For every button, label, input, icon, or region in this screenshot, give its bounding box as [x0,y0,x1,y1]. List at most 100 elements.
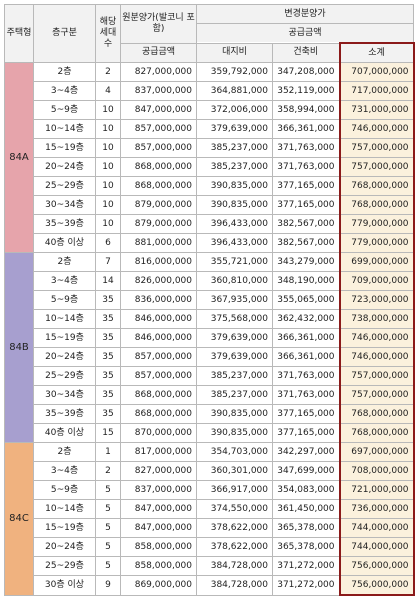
subtotal-cell: 779,000,000 [338,214,415,234]
land-price-cell: 390,835,000 [196,423,273,443]
building-price-cell: 382,567,000 [272,233,340,253]
subtotal-cell: 756,000,000 [338,556,415,576]
units-cell: 35 [95,328,121,348]
land-price-cell: 359,792,000 [196,62,273,82]
floor-cell: 20~24층 [33,157,96,177]
table-row: 10~14층 10 857,000,000 379,639,000 366,361,00… [5,119,415,139]
table-row: 25~29층 5 858,000,000 384,728,000 371,272,000… [5,556,415,576]
original-price-cell: 847,000,000 [120,518,197,538]
land-price-cell: 385,237,000 [196,138,273,158]
original-price-cell: 846,000,000 [120,328,197,348]
original-price-cell: 857,000,000 [120,366,197,386]
units-cell: 10 [95,176,121,196]
table-row: 15~19층 10 857,000,000 385,237,000 371,763,00… [5,138,415,158]
table-row: 3~4층 2 827,000,000 360,301,000 347,699,000 70… [5,461,415,481]
units-cell: 7 [95,252,121,272]
building-price-cell: 366,361,000 [272,328,340,348]
building-price-cell: 366,361,000 [272,119,340,139]
subtotal-cell: 757,000,000 [338,157,415,177]
original-price-cell: 837,000,000 [120,81,197,101]
building-price-cell: 347,208,000 [272,62,340,82]
header-subtotal: 소계 [338,42,415,63]
floor-cell: 2층 [33,442,96,462]
original-price-cell: 836,000,000 [120,290,197,310]
floor-cell: 2층 [33,62,96,82]
floor-cell: 40층 이상 [33,423,96,443]
units-cell: 2 [95,461,121,481]
original-price-cell: 817,000,000 [120,442,197,462]
units-cell: 6 [95,233,121,253]
floor-cell: 5~9층 [33,290,96,310]
table-row: 20~24층 35 857,000,000 379,639,000 366,361,00… [5,347,415,367]
floor-cell: 25~29층 [33,556,96,576]
subtotal-cell: 757,000,000 [338,138,415,158]
floor-cell: 35~39층 [33,404,96,424]
building-price-cell: 343,279,000 [272,252,340,272]
floor-cell: 15~19층 [33,138,96,158]
land-price-cell: 378,622,000 [196,537,273,557]
land-price-cell: 367,935,000 [196,290,273,310]
units-cell: 35 [95,385,121,405]
floor-cell: 10~14층 [33,499,96,519]
subtotal-cell: 746,000,000 [338,347,415,367]
land-price-cell: 379,639,000 [196,119,273,139]
land-price-cell: 354,703,000 [196,442,273,462]
subtotal-cell: 768,000,000 [338,176,415,196]
floor-cell: 3~4층 [33,271,96,291]
floor-cell: 30층 이상 [33,575,96,596]
table-row: 20~24층 5 858,000,000 378,622,000 365,378,000… [5,537,415,557]
original-price-cell: 826,000,000 [120,271,197,291]
subtotal-cell: 757,000,000 [338,366,415,386]
land-price-cell: 360,301,000 [196,461,273,481]
table-row: 35~39층 10 879,000,000 396,433,000 382,567,00… [5,214,415,234]
unit-type-cell: 84B [4,252,34,443]
building-price-cell: 377,165,000 [272,176,340,196]
header-floor: 층구분 [33,4,96,63]
subtotal-cell: 736,000,000 [338,499,415,519]
table-row: 40층 이상 6 881,000,000 396,433,000 382,567,000… [5,233,415,253]
units-cell: 10 [95,138,121,158]
subtotal-cell: 708,000,000 [338,461,415,481]
units-cell: 5 [95,480,121,500]
subtotal-cell: 709,000,000 [338,271,415,291]
original-price-cell: 881,000,000 [120,233,197,253]
table-row: 10~14층 35 846,000,000 375,568,000 362,432,00… [5,309,415,329]
land-price-cell: 385,237,000 [196,157,273,177]
subtotal-cell: 779,000,000 [338,233,415,253]
original-price-cell: 847,000,000 [120,100,197,120]
header-changed-supply: 공급금액 [195,23,415,44]
units-cell: 14 [95,271,121,291]
table-row: 3~4층 14 826,000,000 360,810,000 348,190,000 7… [5,271,415,291]
table-row: 84A 2층 2 827,000,000 359,792,000 347,208,000 7… [4,62,415,253]
building-price-cell: 347,699,000 [272,461,340,481]
floor-cell: 25~29층 [33,176,96,196]
building-price-cell: 382,567,000 [272,214,340,234]
building-price-cell: 365,378,000 [272,518,340,538]
table-row: 20~24층 10 868,000,000 385,237,000 371,763,00… [5,157,415,177]
table-row: 5~9층 5 837,000,000 366,917,000 354,083,000 72… [5,480,415,500]
unit-type-cell: 84C [4,442,34,596]
subtotal-cell: 699,000,000 [338,252,415,272]
header-type: 주택형 [4,4,34,63]
subtotal-cell: 746,000,000 [338,328,415,348]
units-cell: 5 [95,499,121,519]
units-cell: 10 [95,195,121,215]
subtotal-cell: 717,000,000 [338,81,415,101]
header-building: 건축비 [272,42,340,63]
subtotal-cell: 768,000,000 [338,195,415,215]
land-price-cell: 396,433,000 [196,214,273,234]
table-row: 10~14층 5 847,000,000 374,550,000 361,450,000… [5,499,415,519]
floor-cell: 2층 [33,252,96,272]
subtotal-cell: 723,000,000 [338,290,415,310]
original-price-cell: 868,000,000 [120,385,197,405]
building-price-cell: 371,272,000 [272,575,340,596]
building-price-cell: 362,432,000 [272,309,340,329]
units-cell: 10 [95,157,121,177]
units-cell: 10 [95,100,121,120]
floor-cell: 30~34층 [33,385,96,405]
original-price-cell: 879,000,000 [120,195,197,215]
units-cell: 35 [95,290,121,310]
table-row: 84B 2층 7 816,000,000 355,721,000 343,279,000 6… [4,252,415,443]
land-price-cell: 390,835,000 [196,404,273,424]
subtotal-cell: 744,000,000 [338,537,415,557]
